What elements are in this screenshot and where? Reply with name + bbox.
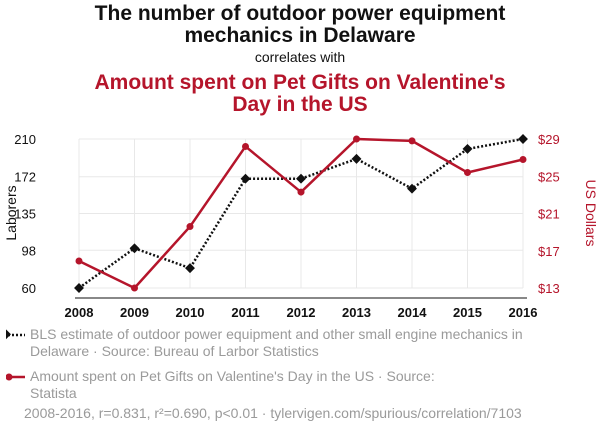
x-tick-label: 2015 — [453, 305, 482, 320]
data-point-mechanics — [462, 143, 473, 154]
data-point-pet-gifts — [186, 223, 194, 231]
y-right-tick-label: $21 — [538, 207, 560, 222]
y-left-tick-label: 135 — [14, 207, 36, 222]
x-tick-label: 2013 — [342, 305, 371, 320]
y-right-tick-label: $25 — [538, 169, 560, 184]
data-point-mechanics — [240, 173, 251, 184]
chart-subtitle: correlates with — [254, 49, 346, 65]
data-point-pet-gifts — [75, 257, 83, 265]
legend-swatch-mechanics — [6, 329, 25, 340]
x-tick-label: 2016 — [509, 305, 538, 320]
data-point-mechanics — [407, 183, 417, 194]
data-point-mechanics — [351, 153, 362, 164]
legend-item-mechanics: BLS estimate of outdoor power equipment … — [6, 326, 570, 360]
data-point-pet-gifts — [408, 137, 416, 145]
y-left-axis-label: Laborers — [3, 185, 19, 240]
data-point-pet-gifts — [131, 284, 138, 292]
chart-footer: 2008-2016, r=0.831, r²=0.690, p<0.01 · t… — [24, 405, 522, 421]
data-point-mechanics — [185, 263, 195, 274]
data-point-pet-gifts — [519, 155, 527, 163]
x-tick-label: 2011 — [231, 305, 259, 320]
data-point-mechanics — [518, 134, 528, 144]
chart-title-secondary-line-2: Day in the US — [232, 93, 368, 116]
legend-label-mechanics-line-2: Delaware · Source: Bureau of Larbor Stat… — [30, 343, 319, 359]
y-right-tick-label: $29 — [538, 132, 560, 147]
legend-label-pet-gifts-line-2: Statista — [30, 385, 77, 401]
data-point-pet-gifts — [464, 169, 471, 177]
y-right-axis-label: US Dollars — [583, 180, 599, 247]
data-point-pet-gifts — [242, 142, 249, 150]
y-left-tick-label: 172 — [14, 170, 36, 185]
data-point-pet-gifts — [353, 135, 360, 143]
y-left-tick-label: 98 — [22, 243, 36, 258]
x-tick-label: 2012 — [287, 305, 316, 320]
grid-layer — [78, 138, 524, 289]
data-point-pet-gifts — [297, 188, 305, 196]
axis-layer: 60 98 135 172 210 $13 $17 $21 $25 $29 2008 2009 2010… — [3, 132, 599, 320]
chart-title: The number of outdoor power equipment me… — [0, 3, 600, 47]
x-tick-label: 2009 — [120, 305, 149, 320]
legend-label-mechanics-line-1: BLS estimate of outdoor power equipment … — [30, 326, 523, 342]
x-tick-label: 2014 — [398, 305, 428, 320]
chart-title-secondary: Amount spent on Pet Gifts on Valentine's… — [0, 72, 600, 116]
x-tick-label: 2010 — [176, 305, 205, 320]
chart-title-secondary-line-1: Amount spent on Pet Gifts on Valentine's — [94, 71, 506, 94]
data-point-mechanics — [296, 173, 306, 184]
y-right-tick-label: $17 — [538, 244, 560, 259]
series-layer — [74, 134, 528, 293]
legend-label-pet-gifts-line-1: Amount spent on Pet Gifts on Valentine's… — [30, 368, 435, 384]
data-point-mechanics — [129, 243, 140, 254]
chart-title-line-2: mechanics in Delaware — [184, 24, 416, 47]
x-tick-label: 2008 — [65, 305, 94, 320]
legend-item-pet-gifts: Amount spent on Pet Gifts on Valentine's… — [6, 368, 570, 402]
y-right-tick-label: $13 — [538, 281, 560, 296]
legend-swatch-pet-gifts — [6, 373, 25, 381]
chart-title-line-1: The number of outdoor power equipment — [94, 2, 506, 25]
y-left-tick-label: 210 — [14, 132, 36, 147]
y-left-tick-label: 60 — [22, 281, 36, 296]
